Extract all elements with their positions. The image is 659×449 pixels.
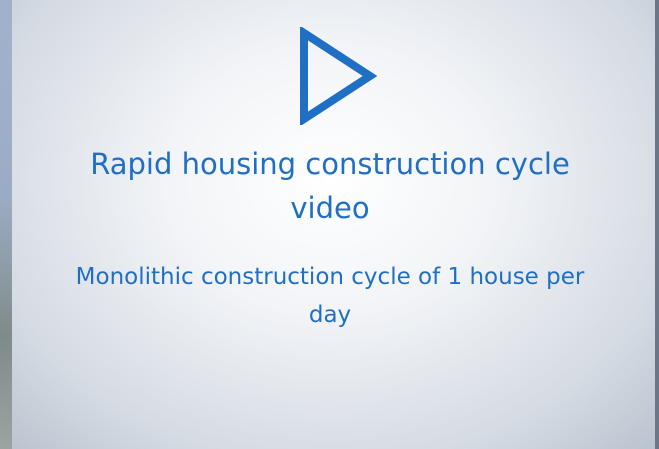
- slide-title: Rapid housing construction cycle video: [60, 142, 600, 230]
- slide: Rapid housing construction cycle video M…: [0, 0, 659, 449]
- play-icon[interactable]: [304, 33, 370, 119]
- background-edge: [0, 0, 12, 449]
- play-button[interactable]: [298, 27, 378, 125]
- slide-subtitle: Monolithic construction cycle of 1 house…: [60, 258, 600, 334]
- background-edge: [655, 0, 659, 449]
